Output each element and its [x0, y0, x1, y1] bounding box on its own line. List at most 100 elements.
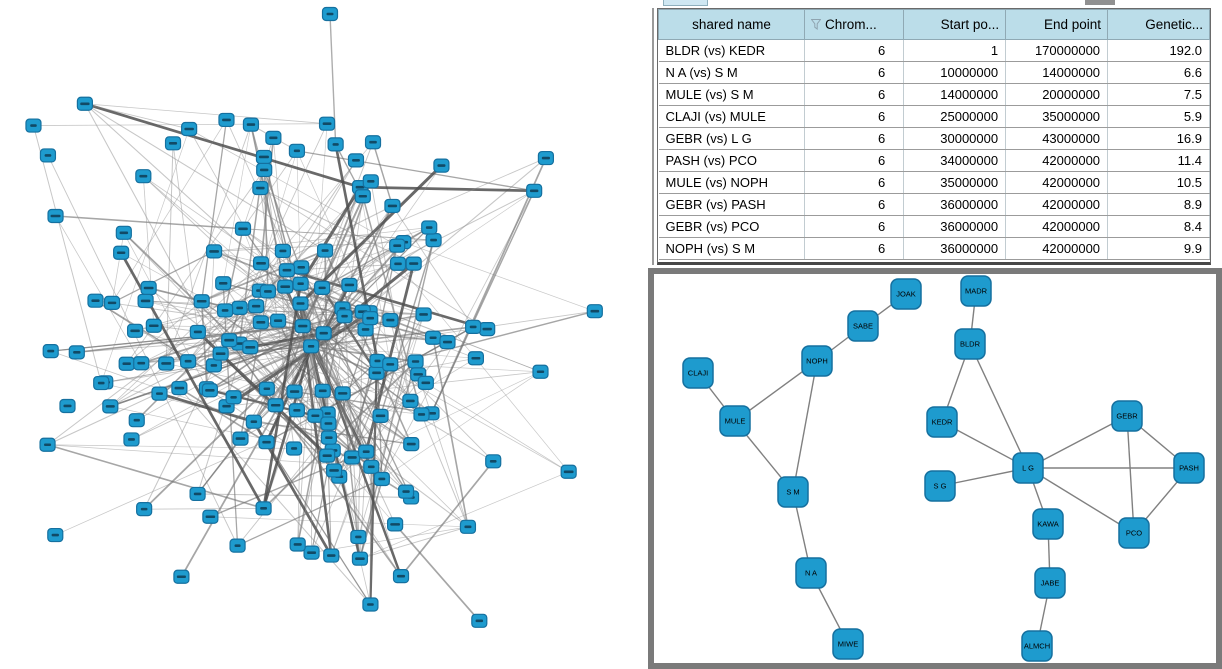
- overview-edge[interactable]: [310, 346, 316, 416]
- overview-node[interactable]: [137, 293, 154, 309]
- detail-node-S M[interactable]: S M: [777, 476, 809, 508]
- cell-value[interactable]: 11.4: [1107, 149, 1210, 172]
- overview-node[interactable]: [320, 416, 337, 431]
- overview-edge[interactable]: [178, 387, 267, 443]
- overview-edge[interactable]: [310, 123, 328, 347]
- overview-edge[interactable]: [372, 142, 394, 207]
- overview-node[interactable]: [350, 529, 367, 545]
- table-row[interactable]: GEBR (vs) L G 6 30000000 43000000 16.9: [658, 127, 1210, 150]
- overview-node[interactable]: [173, 569, 190, 584]
- overview-node[interactable]: [292, 276, 309, 291]
- overview-node[interactable]: [201, 383, 218, 398]
- overview-node[interactable]: [47, 208, 64, 224]
- table-row[interactable]: GEBR (vs) PASH 6 36000000 42000000 8.9: [658, 193, 1210, 216]
- overview-node[interactable]: [242, 117, 260, 132]
- overview-node[interactable]: [413, 407, 430, 422]
- detail-edge-NOPH-S M[interactable]: [792, 360, 818, 493]
- overview-edge[interactable]: [403, 241, 595, 312]
- overview-node[interactable]: [439, 334, 456, 350]
- overview-node[interactable]: [397, 484, 415, 499]
- overview-edge[interactable]: [296, 308, 344, 545]
- overview-node[interactable]: [425, 233, 442, 248]
- overview-node[interactable]: [318, 116, 336, 131]
- overview-edge[interactable]: [394, 523, 480, 622]
- overview-node[interactable]: [242, 340, 259, 355]
- overview-edge[interactable]: [299, 186, 362, 285]
- column-header-1[interactable]: Chrom...: [804, 9, 905, 40]
- overview-node[interactable]: [303, 545, 320, 560]
- overview-node[interactable]: [39, 148, 57, 163]
- overview-node[interactable]: [151, 386, 168, 401]
- overview-edge[interactable]: [47, 444, 295, 449]
- overview-edge[interactable]: [400, 460, 494, 577]
- overview-edge[interactable]: [392, 205, 474, 328]
- overview-node[interactable]: [286, 384, 303, 399]
- overview-node[interactable]: [341, 277, 358, 293]
- overview-node[interactable]: [307, 408, 324, 423]
- overview-node[interactable]: [334, 386, 351, 401]
- overview-edge[interactable]: [47, 444, 372, 468]
- overview-node[interactable]: [336, 309, 353, 324]
- overview-edge[interactable]: [123, 232, 383, 480]
- cell-shared-name[interactable]: GEBR (vs) L G: [658, 127, 806, 150]
- overview-edge[interactable]: [302, 325, 422, 415]
- overview-node[interactable]: [362, 311, 379, 326]
- overview-node[interactable]: [526, 183, 543, 198]
- overview-edge[interactable]: [55, 215, 244, 230]
- filter-funnel-icon[interactable]: [811, 19, 822, 30]
- overview-node[interactable]: [289, 537, 306, 552]
- overview-node[interactable]: [362, 597, 379, 612]
- cell-value[interactable]: 9.9: [1107, 237, 1210, 260]
- cell-shared-name[interactable]: MULE (vs) NOPH: [658, 171, 806, 194]
- overview-edge[interactable]: [302, 205, 393, 327]
- cell-value[interactable]: 10000000: [903, 61, 1007, 84]
- overview-node[interactable]: [372, 408, 389, 423]
- overview-node[interactable]: [351, 551, 369, 566]
- overview-edge[interactable]: [286, 268, 488, 331]
- overview-node[interactable]: [140, 280, 157, 296]
- overview-node[interactable]: [267, 398, 284, 413]
- overview-edge[interactable]: [430, 190, 535, 414]
- cell-value[interactable]: 6: [804, 237, 905, 260]
- overview-node[interactable]: [354, 189, 371, 204]
- cell-shared-name[interactable]: CLAJI (vs) MULE: [658, 105, 806, 128]
- overview-edge[interactable]: [322, 390, 412, 498]
- overview-node[interactable]: [25, 118, 42, 133]
- overview-edge[interactable]: [260, 321, 312, 347]
- cell-value[interactable]: 14000000: [1005, 61, 1109, 84]
- overview-edge[interactable]: [262, 283, 302, 509]
- overview-edge[interactable]: [47, 155, 239, 546]
- overview-edge[interactable]: [301, 325, 333, 556]
- overview-edge[interactable]: [143, 345, 312, 510]
- overview-edge[interactable]: [310, 345, 416, 363]
- overview-edge[interactable]: [260, 187, 414, 265]
- overview-edge[interactable]: [359, 187, 391, 365]
- overview-node[interactable]: [363, 459, 380, 474]
- overview-edge[interactable]: [311, 526, 469, 554]
- overview-node[interactable]: [202, 509, 219, 524]
- overview-node[interactable]: [277, 279, 294, 294]
- overview-edge[interactable]: [100, 128, 190, 384]
- overview-node[interactable]: [193, 294, 210, 309]
- detail-node-S G[interactable]: S G: [924, 470, 956, 502]
- table-row[interactable]: PASH (vs) PCO 6 34000000 42000000 11.4: [658, 149, 1210, 172]
- overview-node[interactable]: [402, 393, 419, 409]
- overview-node[interactable]: [362, 174, 379, 189]
- overview-node[interactable]: [392, 569, 410, 584]
- overview-node[interactable]: [221, 333, 238, 348]
- overview-edge[interactable]: [275, 325, 304, 406]
- overview-edge[interactable]: [357, 311, 364, 537]
- cell-value[interactable]: 42000000: [1005, 237, 1109, 260]
- overview-node[interactable]: [325, 463, 343, 478]
- overview-node[interactable]: [259, 284, 277, 299]
- cell-value[interactable]: 42000000: [1005, 215, 1109, 238]
- overview-edge[interactable]: [188, 128, 398, 247]
- cell-value[interactable]: 30000000: [903, 127, 1007, 150]
- detail-node-JABE[interactable]: JABE: [1034, 567, 1066, 599]
- cell-value[interactable]: 43000000: [1005, 127, 1109, 150]
- overview-node[interactable]: [171, 380, 188, 396]
- cell-value[interactable]: 6: [804, 105, 905, 128]
- overview-edge[interactable]: [250, 346, 432, 414]
- overview-node[interactable]: [113, 245, 130, 260]
- overview-edge[interactable]: [302, 325, 396, 525]
